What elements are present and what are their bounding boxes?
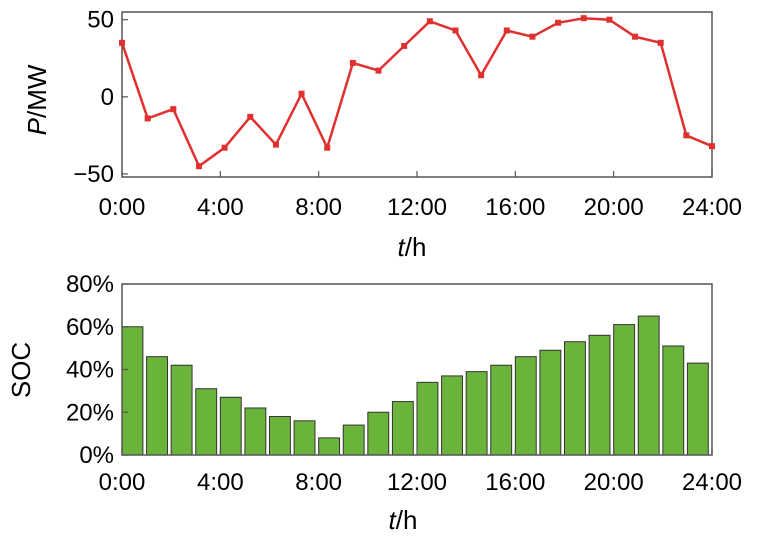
power-data-point	[195, 163, 202, 170]
power-data-point	[375, 67, 382, 74]
power-chart: 500−50 0:00 4:00 8:00 12:00 16:00 20:00 24:00 …	[22, 7, 742, 262]
power-data-point	[529, 33, 536, 40]
soc-bar	[514, 356, 537, 456]
soc-y-tick-label: 40%	[66, 357, 114, 384]
soc-x-tick-label: 12:00	[387, 469, 447, 496]
power-data-point	[452, 27, 459, 34]
soc-bar	[416, 381, 439, 456]
soc-bar	[170, 364, 193, 456]
soc-bar	[269, 416, 291, 456]
soc-bar	[613, 324, 636, 456]
soc-bar	[539, 349, 562, 456]
power-data-point	[298, 90, 305, 97]
soc-bar	[637, 315, 660, 456]
soc-chart: 80% 60% 40% 20% 0% 0:00 4:00 8:00 12:00 16:00 20:…	[6, 271, 742, 535]
power-data-point	[170, 106, 177, 113]
power-data-point	[657, 39, 664, 46]
soc-bars	[121, 315, 709, 456]
power-x-ticks: 0:00 4:00 8:00 12:00 16:00 20:00 24:00	[99, 171, 742, 221]
soc-x-tick-label: 24:00	[682, 469, 742, 496]
soc-bar	[244, 407, 267, 456]
power-data-point	[144, 115, 151, 122]
soc-x-axis-label: t/h	[389, 505, 418, 535]
soc-bar	[367, 411, 390, 456]
soc-bar	[391, 401, 414, 456]
power-y-tick-label: 0	[101, 84, 114, 111]
power-series-points	[119, 15, 715, 170]
soc-y-tick-label: 60%	[66, 314, 114, 341]
power-series-line	[120, 16, 713, 169]
power-y-tick-label: 50	[87, 7, 114, 34]
power-x-tick-label: 24:00	[682, 194, 742, 221]
soc-x-tick-label: 20:00	[584, 469, 644, 496]
power-x-tick-label: 4:00	[197, 194, 244, 221]
power-x-tick-label: 12:00	[387, 194, 447, 221]
power-data-point	[709, 143, 715, 150]
power-data-point	[401, 42, 408, 49]
power-plot-frame	[121, 11, 713, 178]
power-data-point	[503, 27, 510, 34]
power-x-tick-label: 20:00	[584, 194, 644, 221]
soc-x-ticks: 0:00 4:00 8:00 12:00 16:00 20:00 24:00	[99, 449, 742, 496]
power-x-axis-label: t/h	[398, 232, 427, 262]
power-data-point	[324, 144, 331, 151]
soc-y-tick-label: 20%	[66, 399, 114, 426]
soc-x-tick-label: 4:00	[197, 469, 244, 496]
power-data-point	[478, 72, 485, 79]
soc-bar	[121, 326, 144, 456]
power-y-axis-label: P/MW	[22, 64, 52, 135]
soc-bar	[686, 362, 709, 456]
power-x-tick-label: 0:00	[99, 194, 146, 221]
power-data-point	[247, 113, 254, 120]
soc-y-axis-label: SOC	[6, 342, 36, 398]
power-y-ticks: 50 0 −50	[73, 7, 128, 188]
power-data-point	[349, 59, 356, 66]
power-data-point	[272, 141, 279, 148]
soc-bar	[564, 341, 586, 456]
power-x-tick-label: 8:00	[295, 194, 342, 221]
soc-bar	[318, 437, 341, 456]
power-data-point	[426, 18, 433, 25]
power-data-point	[683, 132, 690, 139]
soc-y-tick-label: 0%	[79, 442, 114, 469]
soc-y-tick-label: 80%	[66, 271, 114, 298]
power-data-point	[119, 39, 125, 46]
soc-bar	[195, 388, 218, 456]
soc-bar	[662, 345, 685, 456]
soc-x-tick-label: 16:00	[485, 469, 545, 496]
soc-x-tick-label: 0:00	[99, 469, 146, 496]
power-y-tick-label: −50	[73, 161, 114, 188]
soc-y-ticks: 80% 60% 40% 20% 0%	[66, 271, 128, 469]
soc-bar	[490, 364, 513, 456]
soc-bar	[219, 396, 242, 456]
power-data-point	[221, 144, 228, 151]
power-data-point	[580, 15, 587, 22]
soc-bar	[588, 334, 611, 456]
soc-bar	[441, 375, 463, 456]
soc-bar	[342, 424, 365, 456]
soc-bar	[465, 371, 488, 456]
soc-bar	[146, 356, 168, 456]
soc-bar	[293, 420, 316, 456]
power-data-point	[555, 19, 562, 26]
power-data-point	[632, 33, 639, 40]
power-x-tick-label: 16:00	[485, 194, 545, 221]
soc-x-tick-label: 8:00	[295, 469, 342, 496]
power-data-point	[606, 16, 613, 23]
